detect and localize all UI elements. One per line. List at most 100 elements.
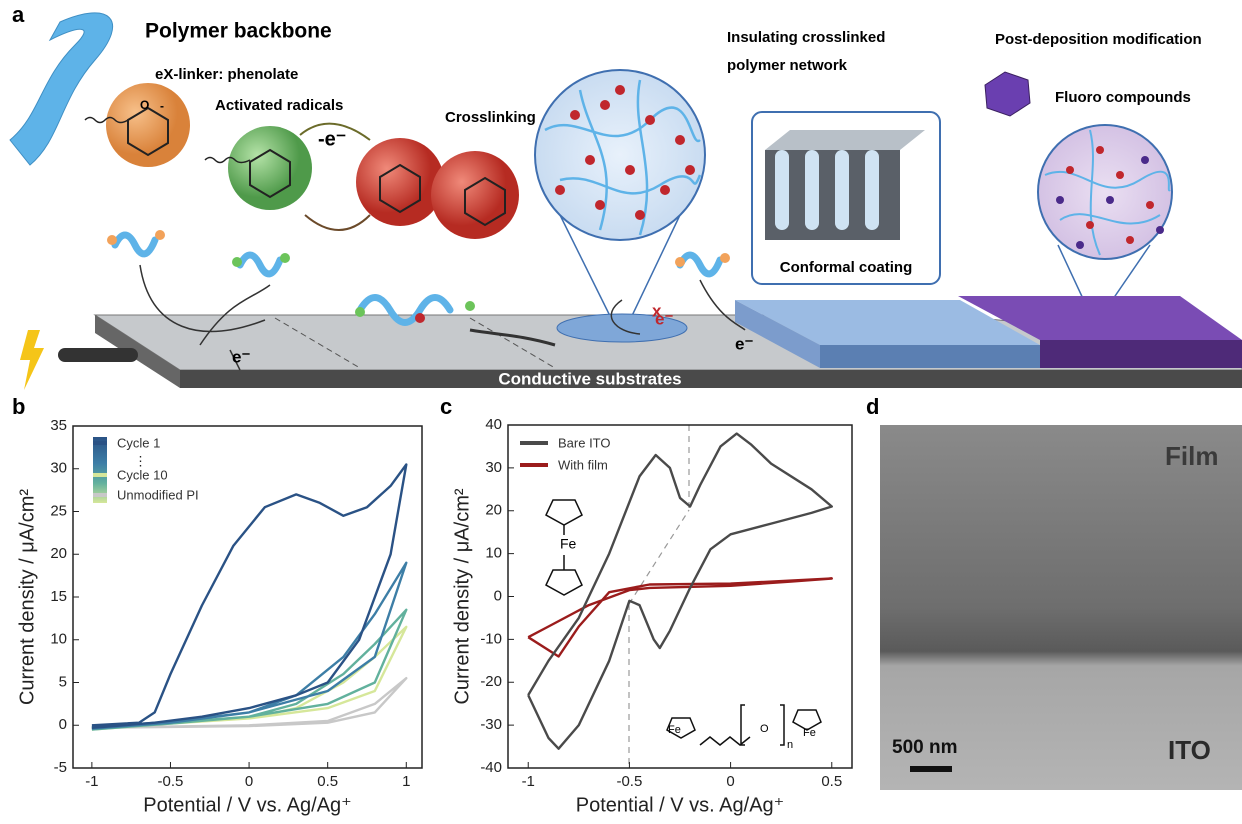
pillar-top — [765, 130, 925, 150]
blocked-mark: x — [652, 301, 662, 320]
ring — [464, 176, 506, 227]
y-tick-label: 30 — [485, 459, 502, 476]
panel-label: c — [440, 394, 452, 419]
linker-bond — [204, 156, 251, 164]
arrow — [299, 122, 371, 141]
ito-label: ITO — [1168, 735, 1211, 765]
cv-curve — [91, 463, 408, 729]
scale-bar-label: 500 nm — [892, 737, 957, 758]
y-tick-label: 20 — [50, 545, 67, 562]
x-tick-label: -0.5 — [616, 773, 642, 790]
plot-frame — [507, 424, 853, 769]
legend-label: With film — [558, 457, 608, 472]
zoom-line — [559, 214, 613, 321]
y-tick-label: -30 — [480, 716, 502, 733]
n-label: n — [787, 739, 793, 751]
dashed-divider — [469, 317, 556, 369]
cv-curve — [91, 561, 408, 730]
panel-label: a — [12, 2, 25, 27]
legend-label: Bare ITO — [558, 435, 611, 450]
arrow — [304, 214, 371, 231]
blue-coating-side — [735, 300, 820, 368]
blue-coating-front — [820, 345, 1040, 368]
legend-swatch — [520, 463, 548, 467]
fluoro-dots — [1056, 156, 1164, 249]
legend-ellipsis: ⋮ — [134, 453, 147, 468]
y-tick-label: 15 — [50, 588, 67, 605]
crosslink-dots — [1066, 146, 1154, 244]
ring — [379, 163, 421, 214]
radicals-label: Activated radicals — [215, 97, 343, 114]
y-tick-label: 30 — [50, 460, 67, 477]
x-tick-label: 0 — [726, 773, 734, 790]
ring — [249, 148, 291, 199]
x-tick-label: 0.5 — [317, 773, 338, 790]
x-axis-label: Potential / V vs. Ag/Ag⁺ — [576, 794, 784, 816]
substrate-side — [95, 315, 180, 388]
crosslinking-label: Crosslinking — [445, 109, 536, 126]
y-tick-label: 10 — [50, 631, 67, 648]
cv-curve — [527, 432, 833, 750]
network-label: polymer network — [727, 57, 848, 74]
oxygen: O — [140, 98, 149, 112]
legend-label: Cycle 1 — [117, 435, 160, 450]
panel-label: d — [866, 394, 879, 419]
lightning — [20, 330, 44, 390]
y-tick-label: 0 — [59, 716, 67, 733]
blue-coating-top — [735, 300, 1040, 345]
polymer-backbone — [9, 12, 114, 166]
substrate-front — [180, 370, 1242, 388]
deposited-film — [556, 313, 688, 343]
polymer-coils — [111, 231, 724, 326]
fluoro-hexagon — [984, 71, 1031, 117]
legend-gradient — [93, 437, 107, 503]
electron-label: e⁻ — [232, 347, 250, 366]
modified-zoom — [1037, 124, 1173, 260]
ferrocene-structure — [545, 499, 822, 746]
fe-label: Fe — [668, 724, 681, 736]
electron-label: e⁻ — [655, 309, 673, 328]
backbone-label: Polymer backbone — [145, 20, 332, 43]
legend-swatch — [93, 493, 107, 497]
legend-swatch — [520, 441, 548, 445]
y-tick-label: -20 — [480, 673, 502, 690]
y-tick-label: 35 — [50, 417, 67, 434]
cv-curve — [91, 677, 408, 729]
arrows — [139, 264, 746, 371]
y-tick-label: 20 — [485, 502, 502, 519]
network-label: Insulating crosslinked — [727, 29, 885, 46]
legend-swatch — [93, 473, 107, 477]
linker-bond — [84, 116, 129, 124]
x-tick-label: -0.5 — [158, 773, 184, 790]
y-tick-label: 0 — [494, 587, 502, 604]
legend-swatch — [93, 441, 107, 445]
y-tick-label: 25 — [50, 502, 67, 519]
film-label: Film — [1165, 441, 1218, 471]
oxidation-label: -e⁻ — [318, 128, 346, 150]
substrate-label: Conductive substrates — [498, 369, 681, 388]
fe-label: Fe — [803, 727, 816, 739]
zoom-line — [629, 214, 681, 321]
fluoro-label: Fluoro compounds — [1055, 89, 1191, 106]
cv-curve — [91, 608, 408, 731]
y-tick-label: 40 — [485, 416, 502, 433]
x-tick-label: -1 — [522, 773, 535, 790]
crosslink-sphere — [356, 138, 444, 226]
guide-lines — [628, 425, 690, 768]
y-axis-label: Current density / μA/cm² — [451, 488, 473, 704]
legend-label: Unmodified PI — [117, 487, 199, 502]
fe-label: Fe — [560, 536, 577, 552]
purple-coating-top — [958, 296, 1242, 340]
electrode-lead — [58, 348, 138, 362]
y-tick-label: -40 — [480, 759, 502, 776]
x-tick-label: 1 — [402, 773, 410, 790]
y-tick-label: -5 — [54, 759, 67, 776]
y-tick-label: 10 — [485, 545, 502, 562]
x-tick-label: 0.5 — [821, 773, 842, 790]
coil-ends — [107, 230, 730, 323]
x-tick-label: -1 — [85, 773, 98, 790]
dashed-divider — [274, 317, 361, 369]
crosslink-dots — [555, 85, 695, 220]
oxygen-charge: - — [160, 99, 164, 113]
radical-sphere — [228, 126, 312, 210]
